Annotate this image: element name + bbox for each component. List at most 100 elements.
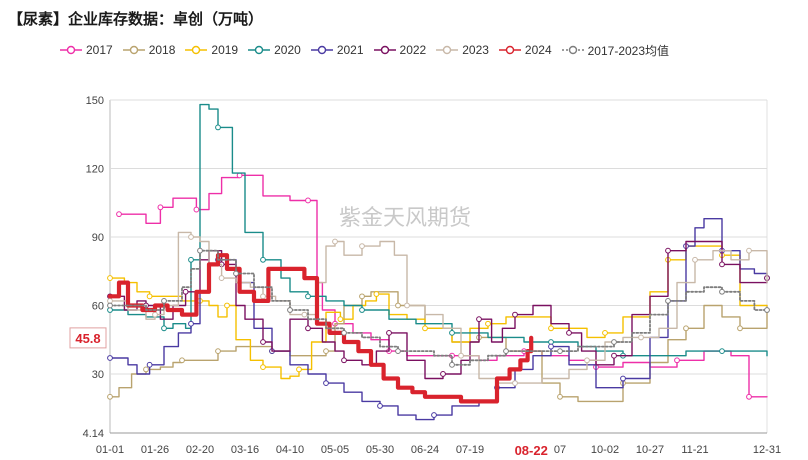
- data-point: [548, 343, 554, 350]
- legend-swatch-icon: [248, 44, 271, 56]
- data-point: [305, 325, 311, 332]
- x-tick-label: 05-30: [366, 444, 394, 456]
- legend-item-2024[interactable]: 2024: [498, 43, 552, 57]
- data-point: [449, 361, 455, 368]
- data-point: [305, 293, 311, 300]
- y-highlight-label: 45.8: [75, 331, 100, 346]
- x-tick-label: 12-31: [753, 444, 781, 456]
- data-point: [611, 352, 617, 359]
- x-tick-label: 06-24: [411, 444, 439, 456]
- data-point: [692, 256, 698, 263]
- data-point: [146, 293, 153, 300]
- data-point: [224, 302, 230, 309]
- series-line-2024: [107, 253, 534, 404]
- data-point: [557, 348, 563, 355]
- data-point: [449, 329, 455, 336]
- data-point: [431, 412, 437, 418]
- legend-item-2019[interactable]: 2019: [185, 43, 238, 57]
- data-point: [373, 291, 380, 297]
- y-tick-label: 30: [92, 369, 104, 381]
- y-tick-label: 120: [86, 163, 104, 175]
- legend-item-2022[interactable]: 2022: [373, 43, 426, 57]
- data-point: [193, 206, 200, 213]
- data-point: [359, 243, 365, 250]
- data-point: [287, 307, 293, 313]
- legend-label: 2018: [148, 43, 176, 57]
- data-point: [107, 275, 113, 281]
- data-point: [179, 357, 185, 364]
- data-point: [719, 348, 725, 355]
- data-point: [719, 261, 725, 268]
- data-point: [260, 293, 266, 300]
- legend-label: 2020: [274, 43, 301, 57]
- y-tick-label: 150: [86, 95, 104, 107]
- data-point: [737, 325, 743, 332]
- x-tick-label: 01-26: [141, 444, 169, 456]
- legend-swatch-icon: [185, 44, 208, 56]
- data-point: [359, 293, 365, 300]
- y-tick-label: 4.14: [83, 428, 104, 440]
- data-point: [404, 302, 410, 309]
- legend-item-2020[interactable]: 2020: [248, 43, 301, 57]
- legend-item-2017[interactable]: 2017: [60, 43, 113, 57]
- data-point: [611, 339, 617, 345]
- legend-label: 2023: [462, 43, 489, 57]
- series-2024: [107, 253, 534, 404]
- data-point: [157, 204, 164, 211]
- y-tick-label: 60: [92, 300, 104, 312]
- data-point: [161, 298, 167, 304]
- series-2019: [107, 245, 768, 380]
- legend-label: 2021: [336, 43, 364, 57]
- data-point: [197, 247, 203, 254]
- data-point: [146, 361, 153, 368]
- data-point: [719, 288, 725, 295]
- data-point: [503, 348, 509, 355]
- data-point: [296, 366, 302, 373]
- data-point: [665, 247, 671, 254]
- data-point: [301, 311, 308, 318]
- series-2017-2023均值: [107, 247, 770, 368]
- x-tick-label: 11-21: [681, 444, 708, 456]
- series-line-2019: [109, 245, 768, 380]
- data-point: [188, 234, 194, 240]
- legend-swatch-icon: [122, 44, 145, 56]
- data-point: [215, 124, 221, 131]
- legend-item-2017-2023均值[interactable]: 2017-2023均值: [561, 42, 669, 59]
- data-point: [323, 380, 329, 386]
- data-point: [152, 311, 158, 318]
- data-point: [476, 316, 482, 323]
- data-point: [674, 357, 680, 364]
- x-tick-label: 05-05: [321, 444, 349, 456]
- series-2022: [107, 240, 770, 380]
- watermark: 紫金天风期货: [339, 206, 471, 231]
- data-point: [323, 348, 329, 355]
- data-point: [188, 320, 194, 327]
- data-point: [260, 364, 266, 371]
- data-point: [440, 371, 446, 377]
- x-tick-label: 02-20: [186, 444, 214, 456]
- x-tick-label: 07: [554, 444, 566, 456]
- legend-label: 2017: [86, 43, 113, 57]
- x-tick-label: 10-02: [591, 444, 619, 456]
- legend-swatch-icon: [60, 44, 82, 56]
- series-line-2023: [109, 231, 768, 384]
- data-point: [395, 302, 401, 309]
- series-line-2017-2023均值: [109, 249, 768, 366]
- data-point: [332, 238, 338, 245]
- data-point: [233, 270, 239, 277]
- legend-item-2021[interactable]: 2021: [310, 43, 364, 57]
- legend-item-2018[interactable]: 2018: [122, 43, 176, 57]
- legend-swatch-icon: [310, 44, 333, 56]
- data-point: [764, 307, 770, 313]
- data-point: [386, 329, 392, 336]
- data-point: [377, 403, 383, 409]
- data-point: [485, 320, 491, 327]
- data-point: [584, 357, 590, 364]
- x-tick-label: 03-16: [231, 444, 259, 456]
- legend: 2017 2018 2019 2020 2021 2022 2023 2024 2017-202…: [60, 40, 669, 60]
- data-point: [422, 325, 428, 332]
- legend-item-2023[interactable]: 2023: [436, 43, 489, 57]
- chart-title: 【尿素】企业库存数据：卓创（万吨）: [8, 10, 264, 28]
- x-tick-label: 01-01: [96, 444, 124, 456]
